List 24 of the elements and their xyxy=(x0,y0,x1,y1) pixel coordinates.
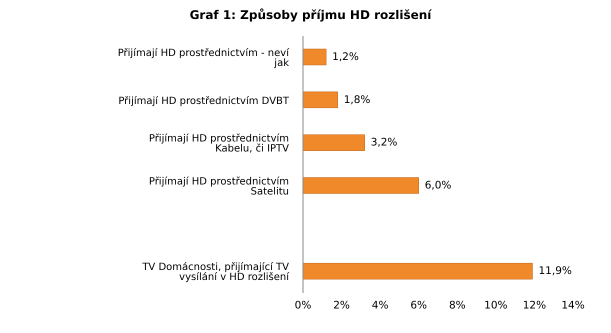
x-tick-label: 10% xyxy=(484,299,508,312)
data-label: 11,9% xyxy=(538,265,572,278)
data-label: 3,2% xyxy=(370,136,398,149)
data-label: 6,0% xyxy=(424,180,452,192)
y-tick-label: TV Domácnosti, přijímající TV vysílání v HD rozlišení xyxy=(141,262,290,284)
bar xyxy=(303,92,338,108)
bar xyxy=(303,262,533,280)
x-tick-label: 2% xyxy=(333,299,350,312)
x-tick-label: 6% xyxy=(410,299,428,312)
y-tick-label: Přijímají HD prostřednictvím Kabelu, či IPTV xyxy=(148,134,290,155)
x-tick-label: 8% xyxy=(448,299,466,312)
bar xyxy=(303,134,365,151)
chart-title: Graf 1: Způsoby příjmu HD rozlišení xyxy=(188,8,433,22)
bar xyxy=(303,177,419,194)
y-tick-label: Přijímají HD prostřednictvím Satelitu xyxy=(148,176,289,198)
data-label: 1,2% xyxy=(332,51,359,63)
x-tick-label: 4% xyxy=(372,299,388,312)
x-tick-label: 0% xyxy=(294,299,312,312)
y-tick-label: Přijímají HD prostřednictvím - neví jak xyxy=(118,48,290,69)
x-tick-label: 12% xyxy=(522,299,546,312)
bar xyxy=(303,48,326,66)
y-tick-label: Přijímají HD prostřednictvím DVBT xyxy=(118,96,290,107)
data-label: 1,8% xyxy=(344,94,370,106)
x-tick-label: 14% xyxy=(561,299,585,312)
